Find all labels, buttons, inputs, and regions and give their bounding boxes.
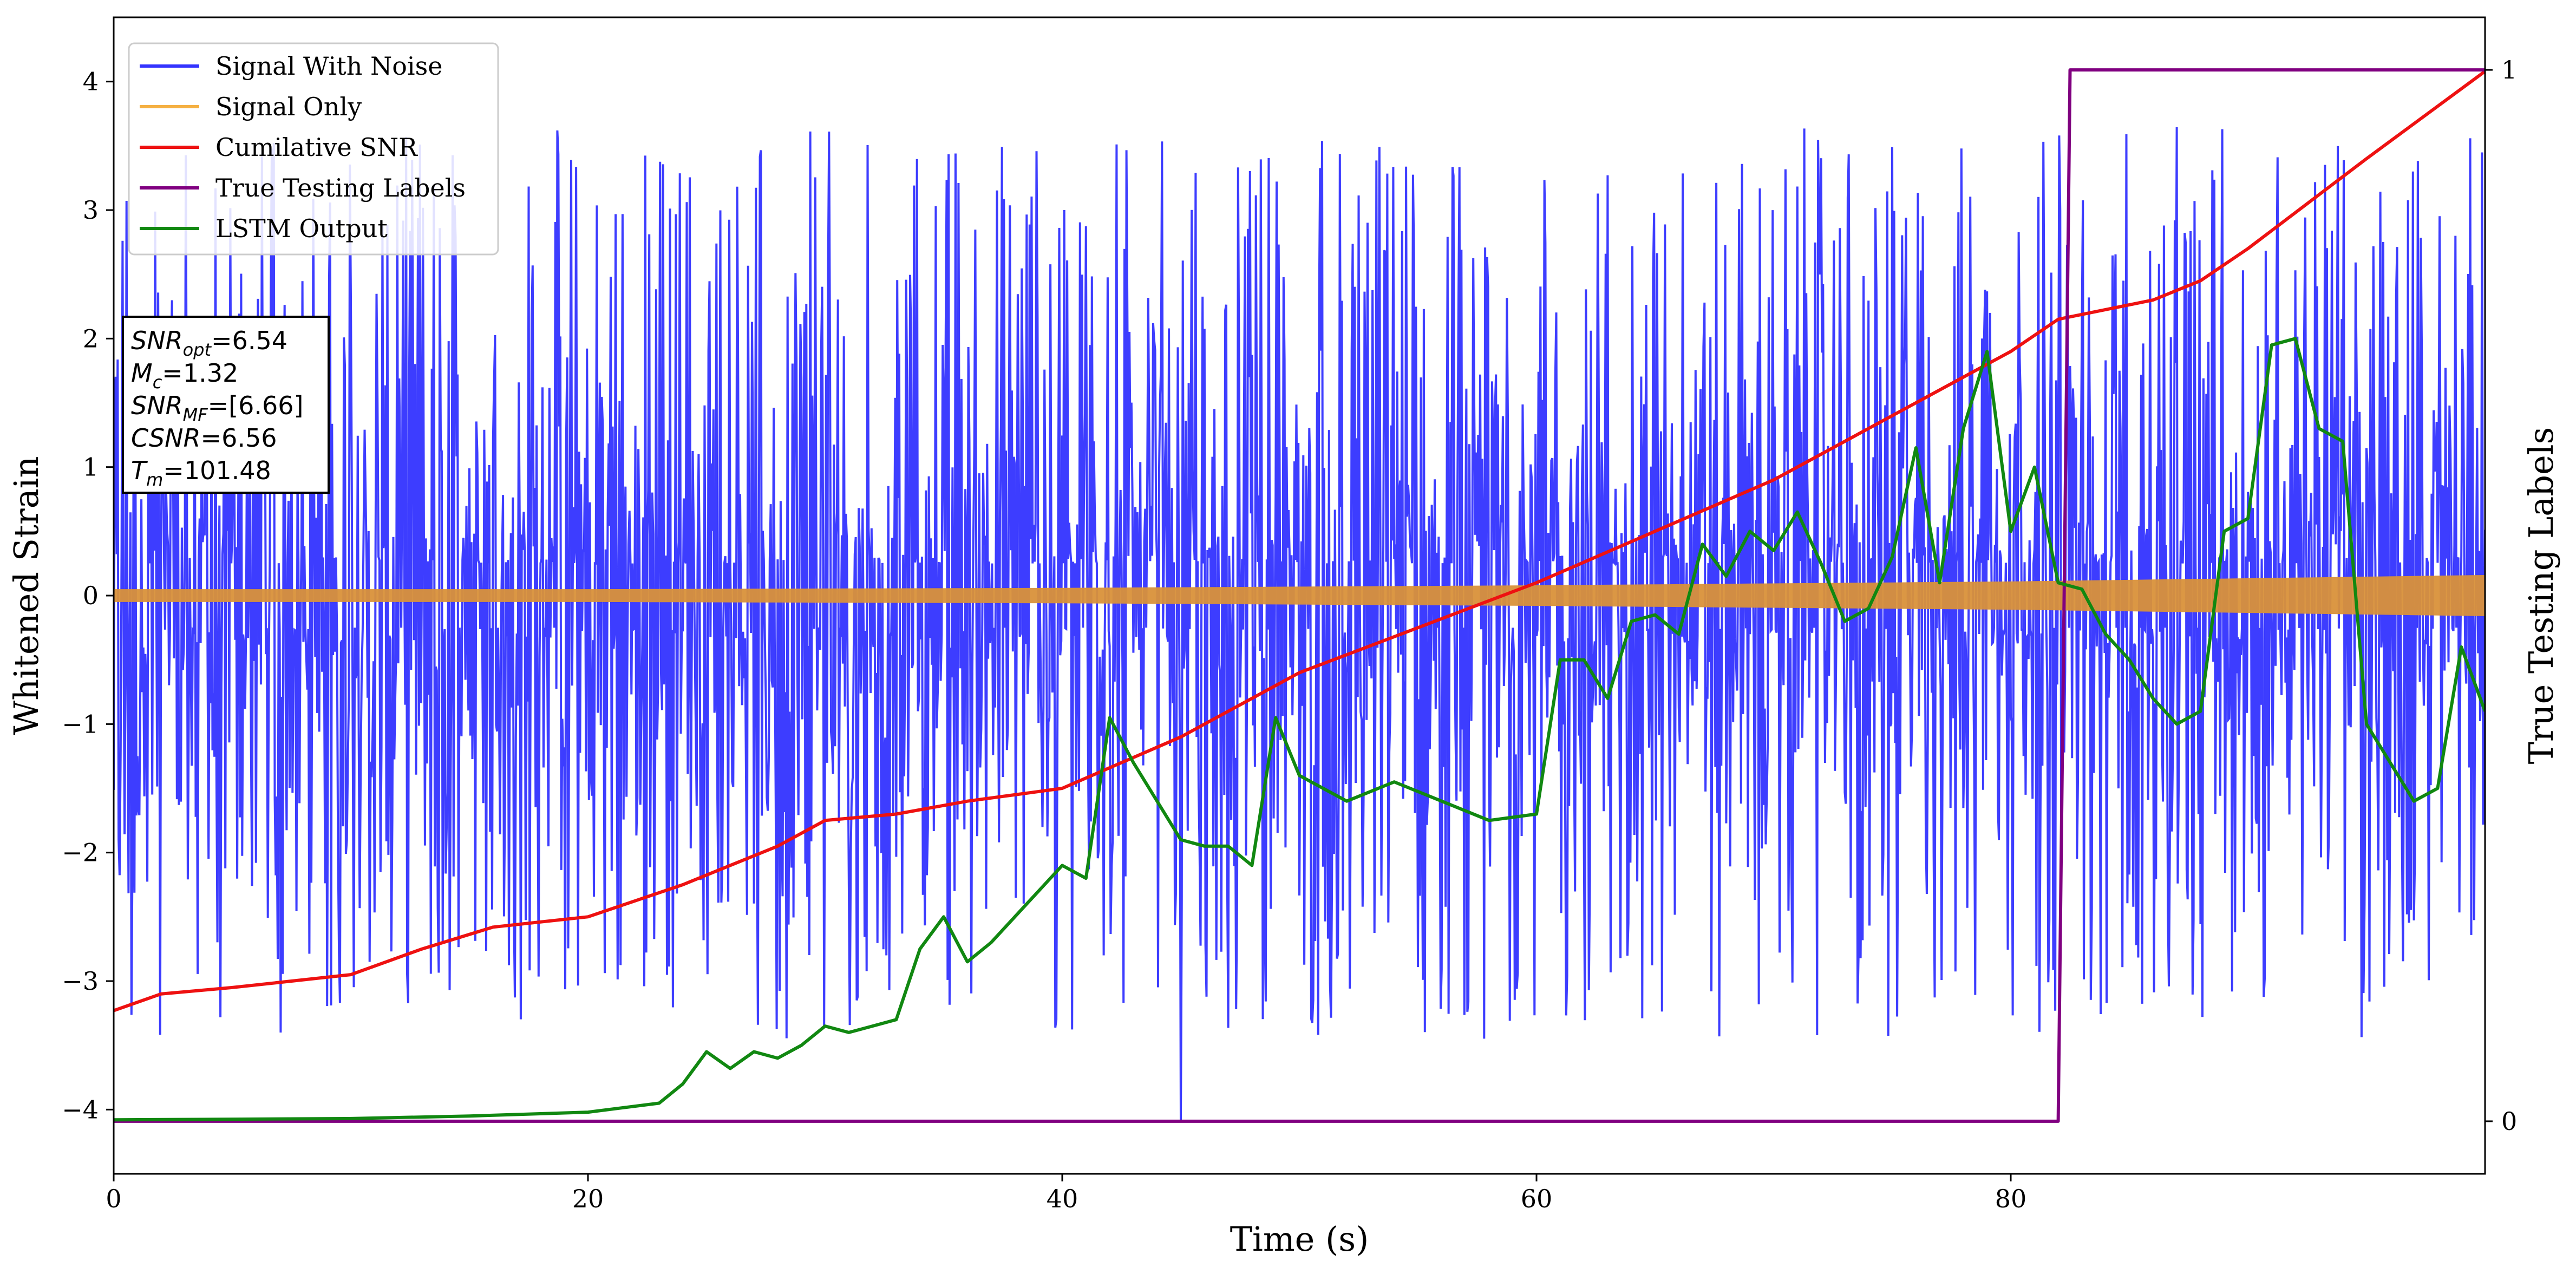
legend-label: Signal Only	[215, 92, 362, 121]
y-tick-label: 2	[83, 324, 99, 353]
legend-label: Signal With Noise	[215, 51, 442, 81]
legend-label: True Testing Labels	[215, 173, 466, 202]
series-layer	[114, 68, 2485, 1123]
y-tick-label: 1	[83, 453, 99, 482]
info-snr-opt-value: =6.54	[211, 326, 287, 355]
y2-tick-label: 0	[2501, 1107, 2517, 1136]
y-tick-label: −1	[62, 709, 99, 739]
y-tick-label: −2	[62, 838, 99, 867]
info-csnr: CSNR=6.56	[131, 423, 277, 453]
info-snr-opt-base: SNR	[131, 326, 183, 355]
series-cumilative-snr	[114, 70, 2485, 1012]
info-tm-base: T	[131, 456, 148, 485]
x-tick-label: 80	[1995, 1184, 2027, 1213]
x-tick-label: 20	[572, 1184, 604, 1213]
legend: Signal With Noise Signal Only Cumilative S…	[128, 42, 499, 256]
info-snr-opt-sub: opt	[183, 339, 212, 360]
info-tm: Tm=101.48	[131, 456, 271, 490]
info-mc-value: =1.32	[162, 358, 238, 388]
info-mc-sub: c	[153, 372, 162, 393]
legend-box	[128, 42, 499, 256]
info-snr-mf-base: SNR	[131, 391, 183, 420]
y2-tick-label: 1	[2501, 55, 2517, 84]
legend-items: Signal With Noise Signal Only Cumilative S…	[140, 51, 466, 243]
info-csnr-base: CSNR	[131, 423, 201, 453]
info-tm-value: =101.48	[163, 456, 271, 485]
x-tick-label: 40	[1047, 1184, 1078, 1213]
x-tick-label: 0	[106, 1184, 121, 1213]
legend-label: Cumilative SNR	[215, 133, 418, 162]
legend-label: LSTM Output	[215, 214, 388, 243]
series-true-testing-labels	[114, 68, 2485, 1123]
info-mc-base: M	[131, 358, 153, 388]
y-tick-label: −3	[62, 966, 99, 996]
x-tick-label: 60	[1521, 1184, 1553, 1213]
info-snr-mf-value: =[6.66]	[208, 391, 304, 420]
x-axis-label: Time (s)	[1230, 1219, 1369, 1259]
info-snr-mf-sub: MF	[183, 404, 208, 425]
series-lstm-output	[114, 337, 2485, 1122]
info-box-frame	[122, 316, 330, 494]
y-tick-label: −4	[62, 1095, 99, 1124]
series-signal-only	[114, 575, 2485, 616]
y2-axis-label: True Testing Labels	[2521, 427, 2561, 765]
y-tick-label: 3	[83, 195, 99, 225]
info-box: SNRopt=6.54 Mc=1.32 SNRMF=[6.66] CSNR=6.…	[122, 316, 330, 494]
y-tick-label: 4	[83, 67, 99, 96]
info-snr-mf: SNRMF=[6.66]	[131, 391, 303, 425]
y-tick-label: 0	[83, 581, 99, 610]
info-snr-opt: SNRopt=6.54	[131, 326, 287, 360]
info-mc: Mc=1.32	[131, 358, 238, 393]
info-tm-sub: m	[146, 469, 163, 490]
y-axis-label: Whitened Strain	[6, 456, 46, 735]
series-signal-with-noise	[114, 127, 2485, 1123]
info-csnr-value: =6.56	[201, 423, 277, 453]
